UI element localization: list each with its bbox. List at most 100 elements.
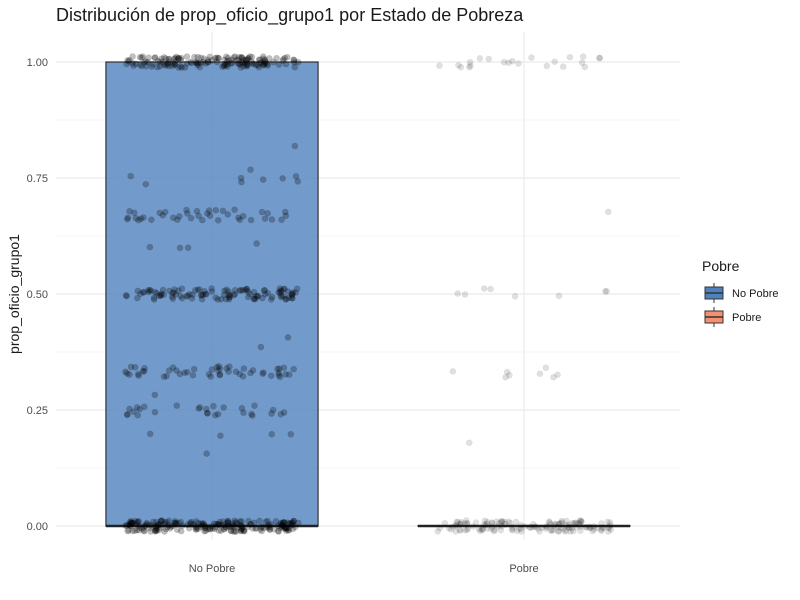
- jitter-point: [127, 522, 135, 530]
- jitter-point: [238, 58, 246, 66]
- jitter-point: [526, 523, 534, 531]
- jitter-point: [148, 216, 155, 223]
- jitter-point: [529, 523, 536, 531]
- jitter-point: [195, 405, 202, 412]
- jitter-point: [227, 527, 235, 535]
- jitter-point: [497, 526, 505, 534]
- jitter-point: [204, 58, 212, 66]
- jitter-point: [152, 526, 159, 534]
- jitter-point: [234, 519, 241, 527]
- jitter-point: [239, 59, 246, 66]
- jitter-point: [165, 56, 173, 63]
- jitter-point: [198, 292, 205, 299]
- jitter-point: [206, 525, 214, 533]
- jitter-point: [568, 524, 576, 532]
- jitter-point: [259, 53, 267, 60]
- jitter-point: [194, 286, 202, 294]
- jitter-point: [237, 527, 245, 535]
- jitter-point: [230, 528, 237, 535]
- jitter-point: [277, 288, 285, 295]
- jitter-point: [266, 523, 274, 531]
- jitter-point: [249, 412, 256, 419]
- jitter-point: [129, 519, 137, 527]
- jitter-point: [141, 364, 148, 372]
- jitter-point: [214, 217, 222, 224]
- jitter-point: [161, 520, 169, 528]
- jitter-point: [226, 294, 233, 301]
- jitter-point: [237, 61, 244, 68]
- jitter-point: [210, 520, 218, 528]
- jitter-point: [289, 519, 297, 526]
- jitter-point: [151, 54, 159, 62]
- jitter-point: [278, 521, 286, 529]
- jitter-point: [133, 519, 141, 526]
- jitter-point: [258, 208, 266, 216]
- jitter-point: [281, 285, 288, 293]
- jitter-point: [481, 517, 489, 525]
- jitter-point: [207, 373, 214, 380]
- jitter-point: [214, 296, 222, 303]
- jitter-point: [213, 363, 221, 371]
- jitter-point: [557, 519, 565, 527]
- jitter-point: [526, 524, 534, 532]
- jitter-point: [132, 214, 140, 222]
- jitter-point: [202, 290, 209, 298]
- jitter-point: [123, 370, 131, 377]
- jitter-point: [204, 409, 211, 417]
- jitter-point: [152, 527, 159, 535]
- jitter-point: [506, 371, 513, 379]
- jitter-point: [177, 54, 185, 62]
- jitter-point: [218, 295, 225, 303]
- jitter-point: [162, 55, 170, 62]
- jitter-point: [509, 524, 516, 531]
- jitter-point: [191, 53, 198, 61]
- jitter-point: [577, 523, 584, 531]
- jitter-point: [434, 528, 442, 535]
- jitter-point: [586, 524, 594, 532]
- jitter-point: [578, 518, 585, 526]
- jitter-point: [279, 57, 287, 65]
- jitter-point: [441, 519, 449, 527]
- jitter-point: [505, 518, 513, 525]
- jitter-point: [478, 525, 486, 533]
- jitter-point: [542, 364, 550, 372]
- jitter-point: [604, 518, 611, 526]
- jitter-point: [184, 368, 191, 376]
- jitter-point: [232, 368, 240, 376]
- jitter-point: [139, 367, 147, 375]
- jitter-point: [200, 519, 207, 527]
- jitter-point: [217, 432, 224, 440]
- jitter-point: [566, 53, 574, 61]
- jitter-point: [197, 520, 205, 527]
- jitter-point: [247, 520, 254, 528]
- jitter-point: [282, 60, 290, 68]
- jitter-point: [239, 212, 247, 220]
- jitter-point: [212, 523, 219, 531]
- jitter-point: [216, 371, 223, 379]
- jitter-point: [242, 56, 250, 64]
- jitter-point: [151, 288, 159, 296]
- jitter-point: [168, 293, 176, 301]
- jitter-point: [206, 212, 214, 219]
- jitter-point: [189, 291, 196, 299]
- jitter-point: [222, 523, 230, 531]
- jitter-point: [572, 523, 580, 531]
- jitter-point: [277, 292, 285, 299]
- jitter-point: [511, 292, 519, 300]
- jitter-point: [279, 175, 287, 182]
- jitter-point: [174, 55, 182, 62]
- jitter-point: [166, 287, 173, 295]
- jitter-point: [284, 527, 292, 534]
- jitter-point: [151, 391, 159, 399]
- jitter-point: [153, 523, 160, 531]
- jitter-point: [283, 524, 291, 532]
- jitter-point: [148, 63, 156, 70]
- jitter-point: [172, 291, 180, 298]
- jitter-point: [550, 373, 557, 381]
- jitter-point: [136, 524, 143, 531]
- jitter-point: [469, 523, 477, 530]
- jitter-point: [576, 520, 584, 528]
- jitter-point: [177, 292, 184, 300]
- jitter-point: [154, 522, 161, 529]
- jitter-point: [215, 54, 222, 62]
